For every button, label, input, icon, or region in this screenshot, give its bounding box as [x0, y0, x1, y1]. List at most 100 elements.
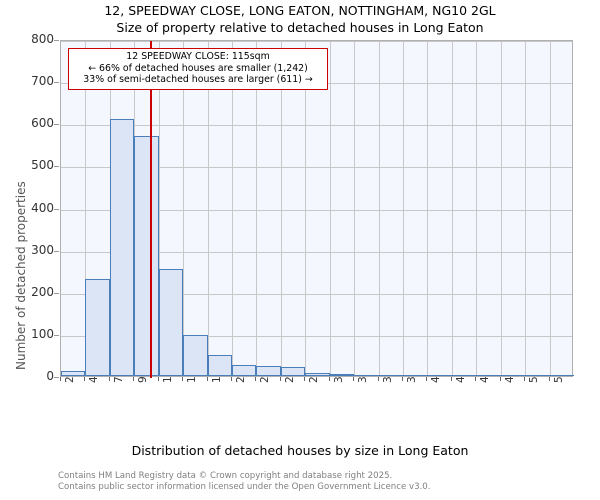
y-tick-label: 600 — [31, 116, 54, 131]
x-tick-mark — [206, 377, 208, 381]
gridline-vertical — [525, 41, 527, 376]
property-marker-line — [150, 41, 153, 378]
histogram-bar — [207, 354, 232, 376]
x-tick-mark — [402, 377, 403, 381]
x-tick-mark — [133, 377, 135, 381]
x-tick-mark — [524, 377, 526, 381]
y-tick-label: 100 — [31, 326, 54, 341]
histogram-bar — [329, 374, 355, 376]
gridline-vertical — [354, 41, 356, 376]
footer-line-1: Contains HM Land Registry data © Crown c… — [58, 471, 393, 481]
x-tick-mark — [84, 377, 86, 381]
y-tick-mark — [54, 377, 59, 378]
x-tick-mark — [304, 377, 306, 381]
x-tick-mark — [450, 377, 452, 381]
y-tick-mark — [54, 292, 59, 294]
x-tick-mark — [255, 377, 257, 381]
x-tick-mark — [231, 377, 232, 381]
y-tick-label: 0 — [46, 369, 54, 383]
histogram-bar — [232, 365, 257, 376]
y-tick-mark — [54, 124, 59, 126]
chart-title-block: 12, SPEEDWAY CLOSE, LONG EATON, NOTTINGH… — [0, 2, 600, 36]
y-tick-mark — [54, 166, 59, 168]
histogram-bar — [305, 372, 330, 376]
annotation-box: 12 SPEEDWAY CLOSE: 115sqm ← 66% of detac… — [68, 48, 328, 90]
gridline-horizontal — [61, 251, 572, 253]
gridline-vertical — [207, 41, 209, 376]
y-tick-label: 800 — [31, 32, 54, 46]
gridline-vertical — [85, 41, 87, 376]
page-title: 12, SPEEDWAY CLOSE, LONG EATON, NOTTINGH… — [104, 3, 496, 18]
x-tick-mark — [377, 377, 379, 381]
y-tick-mark — [54, 208, 59, 210]
gridline-vertical — [378, 41, 380, 376]
x-tick-mark — [426, 377, 428, 381]
histogram-bar — [61, 370, 86, 376]
histogram-bar — [451, 375, 477, 376]
y-tick-label: 200 — [31, 284, 54, 299]
plot-inner — [61, 41, 574, 378]
gridline-horizontal — [61, 41, 572, 42]
x-tick-mark — [182, 377, 184, 381]
gridline-horizontal — [61, 293, 572, 295]
histogram-bar — [378, 375, 403, 376]
gridline-vertical — [280, 41, 282, 376]
footer-line-2: Contains public sector information licen… — [58, 481, 431, 492]
y-tick-label: 400 — [31, 200, 54, 215]
gridline-vertical — [329, 41, 331, 376]
x-tick-mark — [328, 377, 330, 381]
y-tick-mark — [54, 250, 59, 252]
x-tick-mark — [108, 377, 110, 381]
gridline-vertical — [305, 41, 307, 376]
gridline-horizontal — [61, 167, 572, 169]
y-tick-label: 700 — [31, 74, 54, 89]
gridline-vertical — [549, 41, 551, 376]
gridline-vertical — [158, 41, 160, 376]
x-tick-mark — [279, 377, 281, 381]
x-tick-mark — [475, 377, 477, 381]
x-tick-mark — [548, 377, 550, 381]
x-tick-mark — [60, 377, 61, 381]
histogram-bar — [256, 365, 281, 376]
histogram-bar — [525, 375, 550, 376]
gridline-vertical — [403, 41, 404, 376]
gridline-vertical — [476, 41, 478, 376]
gridline-vertical — [256, 41, 258, 376]
footer-attribution: Contains HM Land Registry data © Crown c… — [58, 471, 598, 492]
gridline-vertical — [427, 41, 429, 376]
histogram-bar — [134, 135, 159, 376]
histogram-bar — [85, 278, 110, 376]
annotation-line-3: 33% of semi-detached houses are larger (… — [83, 74, 313, 86]
histogram-bar — [109, 118, 135, 376]
gridline-horizontal — [61, 335, 572, 337]
x-tick-mark — [353, 377, 355, 381]
histogram-bar — [476, 375, 501, 376]
plot-area — [60, 40, 574, 378]
histogram-bar — [158, 269, 184, 376]
x-tick-mark — [157, 377, 159, 381]
y-tick-label: 500 — [31, 158, 54, 173]
x-axis-title: Distribution of detached houses by size … — [131, 443, 469, 458]
annotation-line-1: 12 SPEEDWAY CLOSE: 115sqm — [126, 51, 270, 62]
gridline-vertical — [183, 41, 185, 376]
histogram-bar — [280, 366, 306, 376]
annotation-line-2: ← 66% of detached houses are smaller (1,… — [88, 62, 308, 74]
gridline-vertical — [451, 41, 453, 376]
x-tick-mark — [499, 377, 501, 381]
gridline-horizontal — [61, 209, 572, 211]
gridline-vertical — [232, 41, 233, 376]
y-tick-mark — [54, 334, 59, 336]
histogram-bar — [354, 375, 379, 376]
histogram-bar — [549, 375, 574, 376]
y-tick-mark — [54, 82, 59, 84]
y-tick-mark — [54, 40, 59, 41]
gridline-horizontal — [61, 125, 572, 127]
gridline-vertical — [500, 41, 502, 376]
histogram-bar — [500, 375, 526, 376]
y-tick-label: 300 — [31, 242, 54, 257]
chart-subtitle: Size of property relative to detached ho… — [116, 20, 484, 35]
histogram-bar — [183, 334, 208, 376]
histogram-bar — [403, 375, 428, 376]
histogram-bar — [427, 375, 452, 376]
